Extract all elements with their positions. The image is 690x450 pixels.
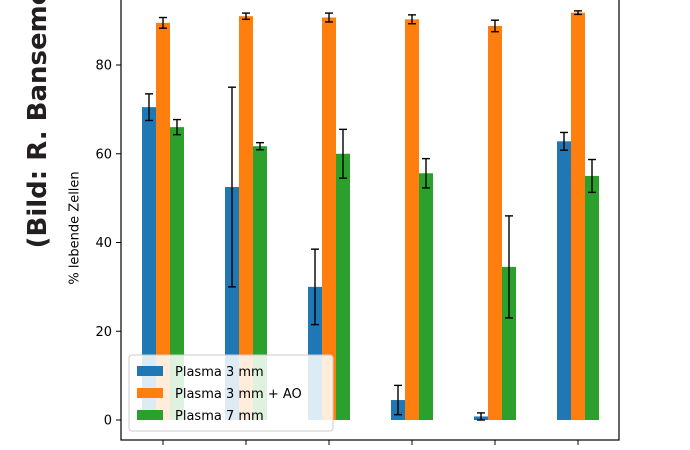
bar (170, 127, 184, 420)
y-tick-label: 80 (95, 59, 112, 74)
legend-swatch (137, 366, 163, 376)
bar (488, 25, 502, 420)
bar (322, 17, 336, 421)
bar (419, 173, 433, 420)
y-tick-label: 20 (95, 325, 112, 340)
legend-swatch (137, 388, 163, 398)
bar (336, 153, 350, 420)
legend-label: Plasma 3 mm (175, 365, 264, 380)
legend: Plasma 3 mm Plasma 3 mm + AO Plasma 7 mm (128, 354, 334, 432)
y-tick-label: 60 (95, 147, 112, 162)
legend-label: Plasma 7 mm (175, 409, 264, 424)
y-tick-label: 0 (104, 414, 112, 429)
bar (405, 19, 419, 420)
bar (156, 22, 170, 420)
bar (585, 175, 599, 420)
bar (557, 141, 571, 420)
y-tick-label: 40 (95, 236, 112, 251)
bar (142, 107, 156, 420)
bar (571, 12, 585, 420)
bar (253, 146, 267, 421)
legend-swatch (137, 410, 163, 420)
legend-box (128, 354, 334, 432)
plot-area: 0 20 40 60 80 (95, 0, 620, 445)
legend-label: Plasma 3 mm + AO (175, 387, 302, 402)
bar (239, 16, 253, 420)
bar (502, 266, 516, 420)
axes-frame (120, 0, 620, 441)
